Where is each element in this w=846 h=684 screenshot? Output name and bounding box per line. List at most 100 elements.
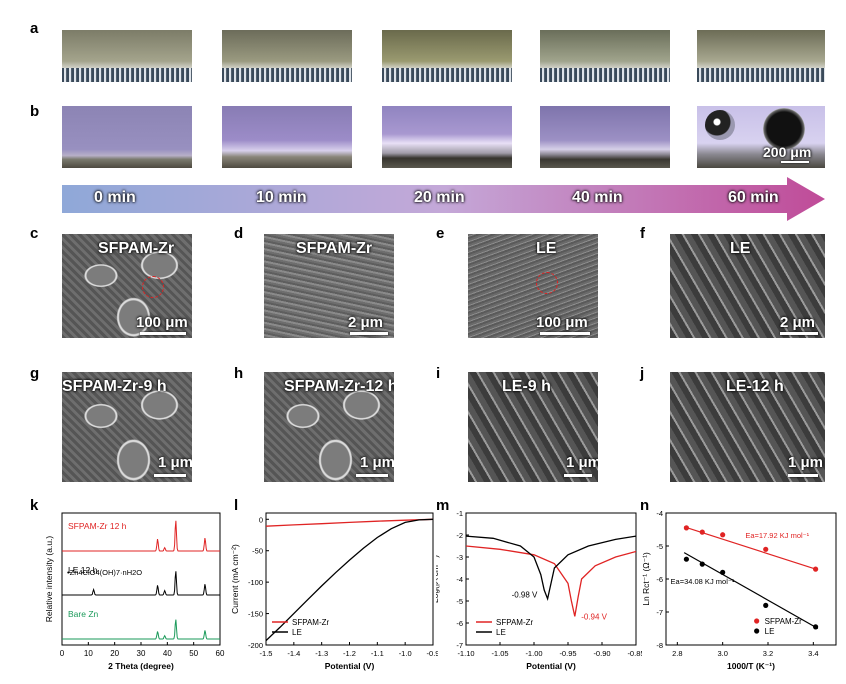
x-tick-label: 20 (110, 649, 119, 658)
xrd-series-line (62, 571, 220, 596)
sem-image-f: LE 2 μm (670, 234, 825, 338)
x-tick-label: -0.85 (627, 649, 642, 658)
panel-label-k: k (30, 497, 39, 514)
data-point (763, 602, 769, 608)
x-tick-label: 60 (216, 649, 225, 658)
y-tick-label: -8 (656, 641, 663, 650)
scale-bar-i (564, 474, 592, 477)
series-line (465, 535, 637, 602)
y-tick-label: -4 (656, 509, 663, 518)
y-tick-label: 0 (259, 515, 263, 524)
micrograph-a-10min (222, 30, 352, 82)
y-axis-label: Current (mA cm⁻²) (230, 544, 240, 614)
sem-image-e: LE 100 μm (468, 234, 598, 338)
micrograph-b-40min (540, 106, 670, 168)
chart-n-arrhenius: 2.8 3.0 3.2 3.4 -4 -5 -6 -7 -8 Ea=17.92 KJ mol⁻¹ S… (641, 509, 837, 671)
xrd-series-line (62, 520, 220, 552)
xrd-series-label: LE 12 h (68, 565, 98, 575)
sem-image-g: SFPAM-Zr-9 h 1 μm (62, 372, 192, 482)
x-tick-label: -1.4 (287, 649, 300, 658)
x-tick-label: 0 (60, 649, 65, 658)
sem-image-i: LE-9 h 1 μm (468, 372, 598, 482)
data-point (720, 532, 726, 538)
scale-bar-h (356, 474, 388, 477)
xrd-series-label: SFPAM-Zr 12 h (68, 521, 127, 531)
y-tick-label: -4 (456, 575, 463, 584)
chart-m-tafel: -1.10 -1.05 -1.00 -0.95 -0.90 -0.85 -1 -2 -3 -4 -5… (436, 509, 642, 671)
x-tick-label: -0.90 (593, 649, 610, 658)
y-tick-label: -200 (248, 641, 263, 650)
micrograph-b-60min: 200 μm (697, 106, 825, 168)
legend-label: LE (496, 628, 506, 637)
scale-label-i: 1 μm (566, 454, 598, 471)
zinc-edge (382, 68, 512, 82)
panel-label-h: h (234, 365, 244, 382)
sem-label-c: SFPAM-Zr (98, 240, 175, 257)
y-tick-label: -5 (456, 597, 463, 606)
panel-label-e: e (436, 225, 445, 242)
panel-label-b: b (30, 103, 40, 120)
scale-bar-g (154, 474, 186, 477)
micrograph-b-0min (62, 106, 192, 168)
x-tick-label: 3.2 (763, 649, 773, 658)
x-axis-label: Potential (V) (325, 661, 375, 671)
data-point (683, 556, 689, 562)
scale-label-c: 100 μm (136, 314, 188, 331)
legend-label: SFPAM-Zr (496, 618, 534, 627)
x-tick-label: 30 (137, 649, 146, 658)
y-tick-label: -3 (456, 553, 463, 562)
y-tick-label: -5 (656, 542, 663, 551)
scale-bar-f (780, 332, 818, 335)
plot-frame (465, 512, 637, 646)
x-tick-label: 10 (84, 649, 93, 658)
sem-label-j: LE-12 h (726, 378, 784, 395)
x-tick-label: 2.8 (672, 649, 682, 658)
zinc-edge (222, 68, 352, 82)
panel-label-j: j (640, 365, 645, 382)
data-point (683, 525, 689, 531)
activation-energy-label: Ea=34.08 KJ mol⁻¹ (671, 577, 735, 586)
x-tick-label: 50 (189, 649, 198, 658)
corrosion-potential-sfpam: -0.94 V (581, 613, 607, 622)
scale-label-f: 2 μm (780, 314, 816, 331)
panel-label-a: a (30, 20, 39, 37)
series-line (265, 518, 434, 527)
x-tick-label: -0.9 (427, 649, 438, 658)
y-tick-label: -6 (656, 575, 663, 584)
data-point (699, 529, 705, 535)
scale-bar-d (350, 332, 388, 335)
x-axis-label: Potential (V) (526, 661, 576, 671)
timeline-arrow-shape (62, 177, 825, 221)
sem-label-i: LE-9 h (502, 378, 551, 395)
timeline-label-0min: 0 min (94, 189, 136, 206)
series-line (465, 545, 637, 617)
corrosion-potential-le: -0.98 V (512, 591, 538, 600)
micrograph-a-0min (62, 30, 192, 82)
panel-label-c: c (30, 225, 39, 242)
sem-label-h: SFPAM-Zr-12 h (284, 378, 394, 395)
micrograph-b-20min (382, 106, 512, 168)
series-line (265, 518, 434, 642)
y-tick-label: -100 (248, 578, 263, 587)
scale-bar-c (140, 332, 186, 335)
legend-label: SFPAM-Zr (765, 617, 803, 626)
legend-label: SFPAM-Zr (292, 618, 330, 627)
x-tick-label: -1.0 (399, 649, 412, 658)
chart-l-lsv: -1.5 -1.4 -1.3 -1.2 -1.1 -1.0 -0.9 0 -50 -100 -150… (230, 512, 438, 671)
legend-swatch (754, 618, 760, 624)
legend-swatch (754, 628, 760, 634)
y-axis-label: Ln Rct⁻¹ (Ω⁻¹) (641, 552, 651, 606)
scale-label-d: 2 μm (348, 314, 384, 331)
x-tick-label: -0.95 (559, 649, 576, 658)
zinc-edge (540, 68, 670, 82)
timeline-label-20min: 20 min (414, 189, 465, 206)
gas-bubble (705, 110, 735, 140)
legend-label: LE (765, 627, 775, 636)
sem-label-f: LE (730, 240, 751, 257)
legend-label: LE (292, 628, 302, 637)
scale-bar-j (788, 474, 818, 477)
fit-line (683, 552, 819, 630)
sem-image-d: SFPAM-Zr 2 μm (264, 234, 394, 338)
zinc-edge (62, 68, 192, 82)
scale-label-j: 1 μm (788, 454, 824, 471)
